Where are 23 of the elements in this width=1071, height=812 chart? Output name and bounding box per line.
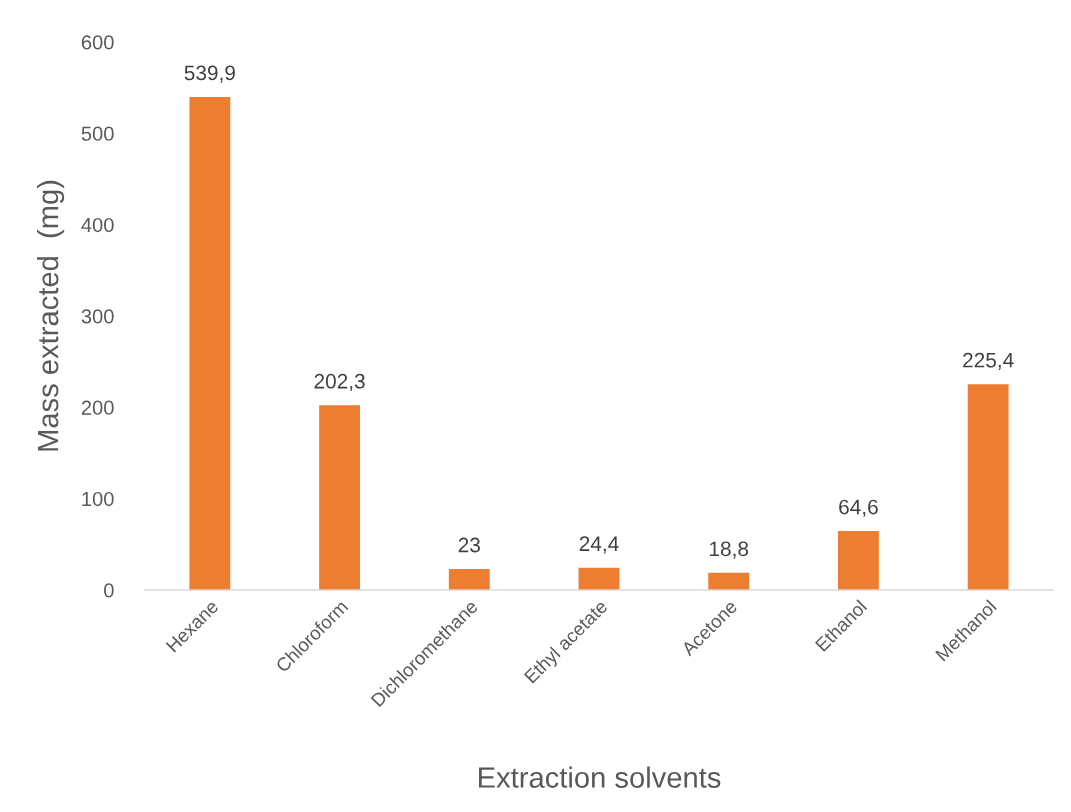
data-label: 225,4 (963, 352, 1014, 370)
y-tick-label: 0 (104, 583, 114, 598)
y-tick-label: 600 (81, 35, 114, 50)
y-tick-label: 200 (81, 400, 114, 415)
data-label: 23 (458, 537, 480, 553)
y-tick-label: 300 (81, 309, 114, 324)
x-axis-title: Extraction solvents (479, 766, 721, 788)
bar (967, 384, 1009, 590)
data-label: 24,4 (579, 536, 619, 554)
y-tick-label: 400 (81, 217, 114, 233)
y-tick-label: 500 (81, 126, 114, 141)
data-label: 539,9 (184, 65, 235, 83)
bar (448, 568, 490, 590)
bar (578, 567, 620, 590)
data-label: 64,6 (839, 499, 878, 517)
bar (708, 572, 750, 590)
bar (189, 96, 231, 590)
bar (838, 531, 879, 590)
bar (319, 405, 360, 590)
data-label: 18,8 (710, 541, 749, 559)
data-label: 202,3 (314, 373, 365, 392)
y-axis-title: Mass extracted (mg) (36, 180, 65, 451)
y-tick-label: 100 (82, 491, 114, 507)
